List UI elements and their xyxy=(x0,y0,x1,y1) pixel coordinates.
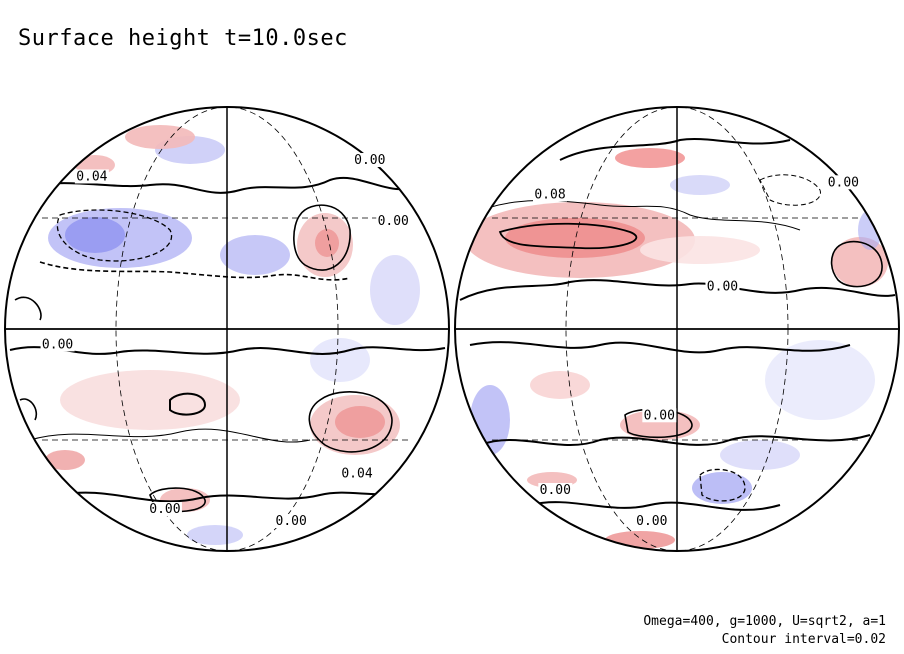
right-contour-3 xyxy=(459,279,896,301)
right-blob-pos-5 xyxy=(620,410,700,440)
left-meridian-60 xyxy=(115,106,339,552)
right-contour-label-bg xyxy=(705,279,740,294)
left-contour-labels: 0.04 0.00 0.00 0.00 0.04 0.00 0.00 xyxy=(40,153,411,529)
left-contour-label-bg xyxy=(274,514,309,529)
left-blob-pos-4 xyxy=(335,406,385,438)
left-blob-pos-2 xyxy=(315,229,339,257)
left-contour-8 xyxy=(56,209,173,262)
left-contour-3 xyxy=(9,346,446,355)
left-contour-11 xyxy=(14,296,42,421)
right-field-blobs xyxy=(459,137,896,549)
left-contour-label-bg xyxy=(147,502,182,517)
left-contour-label: 0.00 xyxy=(149,502,180,517)
right-hemisphere: 0.08 0.00 0.00 0.00 0.00 0.00 xyxy=(454,106,900,552)
left-contour-label: 0.00 xyxy=(42,337,73,352)
right-contour-8 xyxy=(830,240,883,288)
right-contour-label-bg xyxy=(642,408,677,423)
left-contour-5 xyxy=(59,489,401,503)
left-grid xyxy=(5,106,449,552)
right-contour-label: 0.08 xyxy=(534,188,565,203)
right-blob-pos-9 xyxy=(640,236,760,264)
right-contour-label-bg xyxy=(538,482,573,497)
left-contour-label: 0.00 xyxy=(354,153,385,168)
left-contour-label: 0.04 xyxy=(76,169,107,184)
left-blob-pos-8 xyxy=(45,450,85,470)
right-grid xyxy=(455,106,899,552)
left-blob-neg-6 xyxy=(310,338,370,382)
right-contour-5 xyxy=(479,434,871,446)
right-contour-label-bg xyxy=(826,175,861,190)
left-hemisphere: 0.04 0.00 0.00 0.00 0.04 0.00 0.00 xyxy=(4,106,450,552)
left-blob-neg-7 xyxy=(187,525,243,545)
contour-interval-text: Contour interval=0.02 xyxy=(721,632,886,647)
right-contour-label: 0.00 xyxy=(540,483,571,498)
left-blob-neg-3 xyxy=(220,235,290,275)
right-blob-neg-3 xyxy=(470,385,510,455)
left-contour-1 xyxy=(19,177,421,194)
right-blob-neg-6 xyxy=(720,440,800,470)
left-contour-6 xyxy=(293,204,351,271)
right-contour-label: 0.00 xyxy=(644,408,675,423)
right-contour-label: 0.00 xyxy=(636,514,667,529)
right-contour-7 xyxy=(559,137,791,161)
left-blob-pos-5 xyxy=(60,370,240,430)
right-contour-4 xyxy=(469,341,851,354)
left-blob-pos-7 xyxy=(125,125,195,149)
right-blob-pos-7 xyxy=(605,531,675,549)
right-contour-11 xyxy=(759,174,821,206)
left-globe-outline xyxy=(4,106,450,552)
left-contour-label: 0.04 xyxy=(341,467,372,482)
left-contour-label-bg xyxy=(376,213,411,228)
left-contour-4 xyxy=(29,428,311,443)
right-blob-neg-1 xyxy=(670,175,730,195)
left-contour-label: 0.00 xyxy=(276,514,307,529)
right-meridian-60 xyxy=(565,106,789,552)
right-blob-pos-3 xyxy=(615,148,685,168)
right-contour-label: 0.00 xyxy=(828,175,859,190)
parameter-text: Omega=400, g=1000, U=sqrt2, a=1 xyxy=(643,614,886,629)
left-contour-2 xyxy=(39,261,351,281)
right-blob-pos-6 xyxy=(530,371,590,399)
left-contour-label-bg xyxy=(352,153,387,168)
left-blob-neg-5 xyxy=(370,255,420,325)
figure-title: Surface height t=10.0sec xyxy=(18,26,348,51)
left-contour-7 xyxy=(308,391,393,453)
right-contour-1 xyxy=(469,200,801,231)
right-blob-neg-5 xyxy=(858,210,882,250)
right-contour-label-bg xyxy=(634,514,669,529)
left-contour-label-bg xyxy=(340,466,375,481)
left-contour-label-bg xyxy=(74,169,109,184)
right-contour-2 xyxy=(498,222,638,250)
left-contour-label-bg xyxy=(40,337,75,352)
left-contour-label: 0.00 xyxy=(378,214,409,229)
right-contour-6 xyxy=(529,501,781,511)
right-contour-labels: 0.08 0.00 0.00 0.00 0.00 0.00 xyxy=(533,175,861,529)
right-contour-label-bg xyxy=(533,187,568,202)
right-globe-outline xyxy=(454,106,900,552)
right-blob-neg-2 xyxy=(692,472,752,504)
right-blob-neg-4 xyxy=(765,340,875,420)
right-contour-label: 0.00 xyxy=(707,279,738,294)
left-blob-neg-2 xyxy=(65,217,125,253)
left-contour-9 xyxy=(169,392,207,416)
